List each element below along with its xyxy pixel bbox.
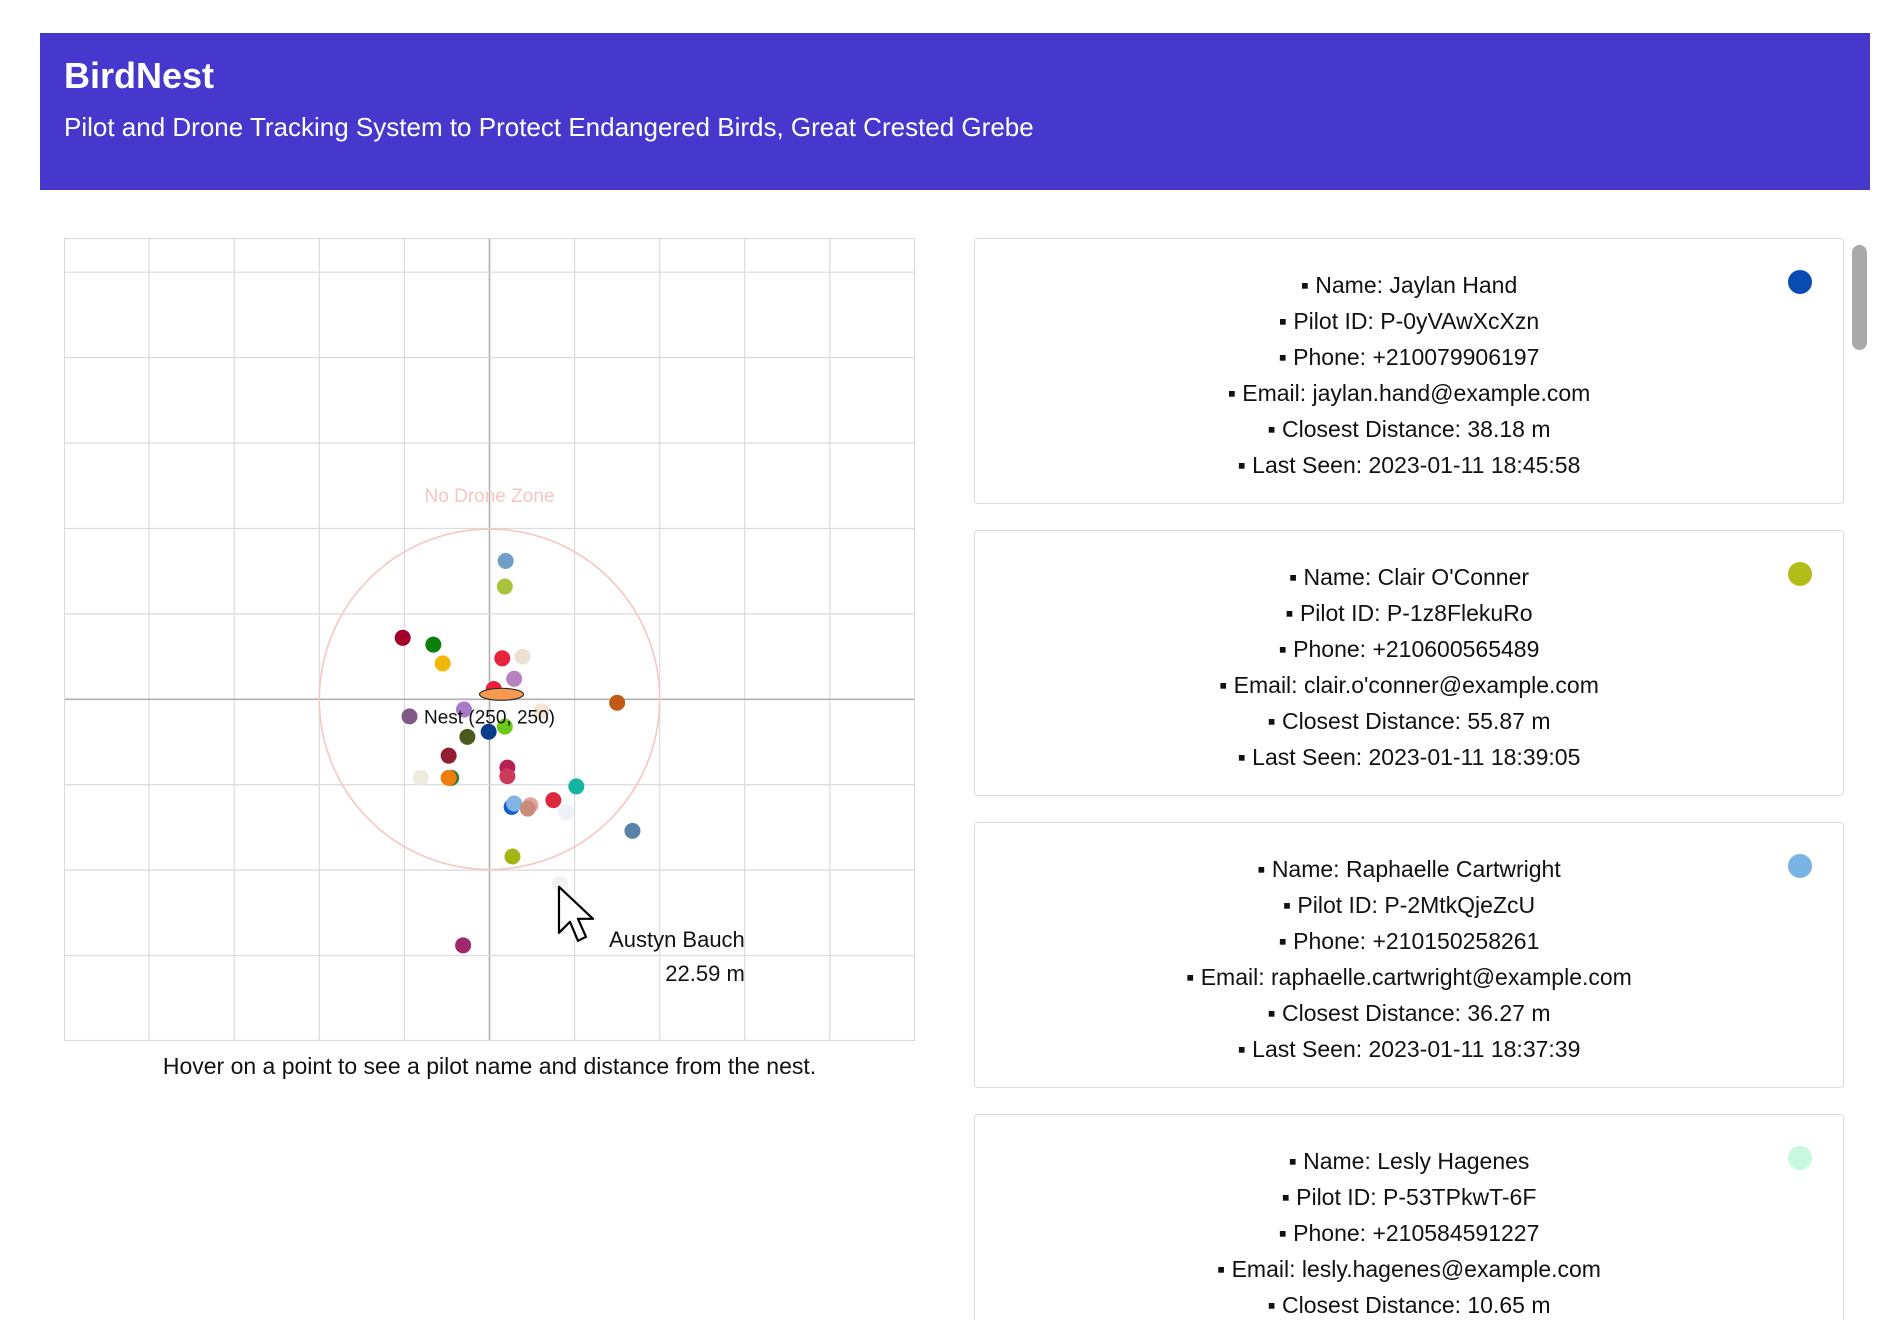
drone-point[interactable] <box>558 804 575 821</box>
drone-point[interactable] <box>440 769 457 786</box>
map-help-text: Hover on a point to see a pilot name and… <box>162 1053 817 1079</box>
pilot-phone: Phone: +210150258261 <box>975 923 1843 959</box>
drone-point[interactable] <box>434 655 451 672</box>
drone-point[interactable] <box>494 650 511 667</box>
drone-point[interactable] <box>506 670 523 687</box>
drone-point[interactable] <box>519 800 536 817</box>
tooltip-pilot-name: Austyn Bauch <box>609 927 745 952</box>
nest-icon <box>478 687 525 701</box>
drone-point[interactable] <box>440 747 457 764</box>
drone-point[interactable] <box>506 795 523 812</box>
pilot-card[interactable]: Name: Jaylan HandPilot ID: P-0yVAwXcXznP… <box>974 238 1844 504</box>
pilot-phone: Phone: +210584591227 <box>975 1215 1843 1251</box>
pilot-color-dot <box>1788 1146 1812 1170</box>
pilot-color-dot <box>1788 270 1812 294</box>
pilot-last-seen: Last Seen: 2023-01-11 18:45:58 <box>975 447 1843 483</box>
drone-point[interactable] <box>401 708 418 725</box>
pilot-pilot-id: Pilot ID: P-0yVAwXcXzn <box>975 303 1843 339</box>
pilot-email: Email: clair.o'conner@example.com <box>975 667 1843 703</box>
pilot-card[interactable]: Name: Raphaelle CartwrightPilot ID: P-2M… <box>974 822 1844 1088</box>
pilot-email: Email: jaylan.hand@example.com <box>975 375 1843 411</box>
drone-point[interactable] <box>394 629 411 646</box>
pilot-list[interactable]: Name: Jaylan HandPilot ID: P-0yVAwXcXznP… <box>974 238 1856 1320</box>
pilot-phone: Phone: +210079906197 <box>975 339 1843 375</box>
nest-label: Nest (250, 250) <box>424 707 555 728</box>
pilot-pilot-id: Pilot ID: P-53TPkwT-6F <box>975 1179 1843 1215</box>
drone-point[interactable] <box>497 552 514 569</box>
pilot-name: Name: Clair O'Conner <box>975 559 1843 595</box>
pilot-list-scrollbar[interactable] <box>1850 238 1870 1320</box>
app-subtitle: Pilot and Drone Tracking System to Prote… <box>64 112 1034 142</box>
drone-point[interactable] <box>545 792 562 809</box>
drone-point[interactable] <box>624 822 641 839</box>
mouse-cursor-icon <box>557 885 595 942</box>
no-drone-zone-circle <box>318 528 661 871</box>
pilot-last-seen: Last Seen: 2023-01-11 18:37:39 <box>975 1031 1843 1067</box>
pilot-name: Name: Jaylan Hand <box>975 267 1843 303</box>
drone-point[interactable] <box>496 578 513 595</box>
pilot-email: Email: lesly.hagenes@example.com <box>975 1251 1843 1287</box>
drone-point[interactable] <box>425 636 442 653</box>
pilot-color-dot <box>1788 562 1812 586</box>
drone-map-svg[interactable]: No Drone Zone Nest (250, 250) Austyn Bau… <box>64 238 915 1041</box>
pilot-last-seen: Last Seen: 2023-01-11 18:39:05 <box>975 739 1843 775</box>
drone-point[interactable] <box>504 848 521 865</box>
pilot-distance: Closest Distance: 36.27 m <box>975 995 1843 1031</box>
pilot-distance: Closest Distance: 55.87 m <box>975 703 1843 739</box>
drone-point[interactable] <box>499 768 516 785</box>
pilot-name: Name: Lesly Hagenes <box>975 1143 1843 1179</box>
pilot-phone: Phone: +210600565489 <box>975 631 1843 667</box>
pilot-list-scrollbar-thumb[interactable] <box>1852 245 1867 350</box>
pilot-pilot-id: Pilot ID: P-2MtkQjeZcU <box>975 887 1843 923</box>
drone-point[interactable] <box>568 778 585 795</box>
map-grid <box>64 238 915 1041</box>
pilot-color-dot <box>1788 854 1812 878</box>
drone-point[interactable] <box>609 694 626 711</box>
pilot-distance: Closest Distance: 38.18 m <box>975 411 1843 447</box>
drone-point[interactable] <box>480 723 497 740</box>
tooltip-distance: 22.59 m <box>665 961 745 986</box>
drone-point[interactable] <box>459 728 476 745</box>
drone-point[interactable] <box>455 701 472 718</box>
pilot-pilot-id: Pilot ID: P-1z8FlekuRo <box>975 595 1843 631</box>
drone-point[interactable] <box>552 875 569 892</box>
map-frame <box>64 238 915 1041</box>
drone-map[interactable]: No Drone Zone Nest (250, 250) Austyn Bau… <box>64 238 915 1041</box>
no-drone-zone-label: No Drone Zone <box>425 486 555 507</box>
pilot-email: Email: raphaelle.cartwright@example.com <box>975 959 1843 995</box>
drone-points[interactable] <box>394 552 641 954</box>
drone-point[interactable] <box>496 718 513 735</box>
app-title: BirdNest <box>64 55 215 96</box>
pilot-card[interactable]: Name: Lesly HagenesPilot ID: P-53TPkwT-6… <box>974 1114 1844 1320</box>
pilot-card[interactable]: Name: Clair O'ConnerPilot ID: P-1z8Fleku… <box>974 530 1844 796</box>
drone-point[interactable] <box>514 648 531 665</box>
pilot-distance: Closest Distance: 10.65 m <box>975 1287 1843 1320</box>
drone-point[interactable] <box>455 937 472 954</box>
app-header: BirdNest Pilot and Drone Tracking System… <box>40 33 1870 190</box>
drone-point[interactable] <box>412 769 429 786</box>
pilot-name: Name: Raphaelle Cartwright <box>975 851 1843 887</box>
drone-point[interactable] <box>533 703 550 720</box>
